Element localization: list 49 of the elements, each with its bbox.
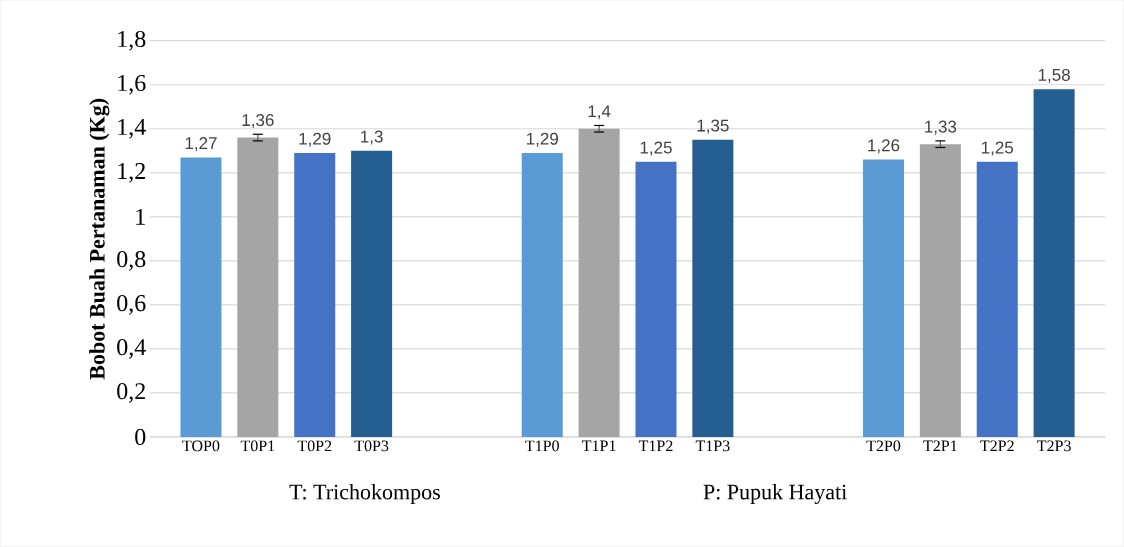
x-tick-label: T2P1 — [923, 440, 957, 452]
y-tick-label: 0,8 — [117, 251, 146, 271]
bar — [521, 153, 563, 438]
y-tick-label: 1,4 — [118, 119, 146, 139]
data-label: 1,35 — [697, 119, 729, 134]
bar — [351, 150, 393, 438]
y-tick-label: 0,4 — [117, 339, 146, 359]
x-tick-label: T0P1 — [240, 440, 275, 452]
data-label: 1,58 — [1038, 69, 1070, 84]
data-label: 1,25 — [640, 141, 672, 156]
data-label: 1,36 — [242, 114, 274, 129]
y-tick-label: 0,2 — [117, 383, 145, 403]
bar — [692, 139, 734, 438]
data-label: 1,27 — [185, 137, 217, 152]
data-label: 1,3 — [361, 130, 383, 145]
x-tick-label: TOP0 — [182, 440, 220, 452]
x-tick-label: T1P1 — [582, 440, 616, 452]
y-tick-label: 1,8 — [118, 31, 146, 51]
x-tick-label: T1P0 — [525, 440, 559, 452]
x-tick-label: T2P2 — [980, 440, 1014, 452]
bar — [862, 159, 904, 438]
y-tick-label: 0 — [135, 428, 146, 446]
y-tick-label: 0,6 — [117, 295, 146, 315]
y-axis-title: Bobot Buah Pertanaman (Kg) — [89, 99, 110, 380]
bar — [180, 157, 222, 438]
x-tick-label: T0P3 — [354, 440, 389, 452]
data-label: 1,26 — [868, 139, 900, 154]
bar — [976, 161, 1018, 438]
bar — [294, 153, 336, 438]
x-tick-label: T1P2 — [638, 440, 673, 452]
y-tick-label: 1,2 — [118, 163, 145, 183]
bar — [578, 128, 620, 438]
x-tick-label: T2P3 — [1037, 440, 1071, 452]
data-label: 1,25 — [981, 141, 1014, 156]
bar — [1033, 89, 1075, 438]
bar — [237, 137, 279, 438]
x-tick-label: T1P3 — [695, 440, 730, 452]
x-tick-label: T2P0 — [866, 440, 901, 452]
bar — [635, 161, 677, 438]
x-tick-label: T0P2 — [297, 440, 332, 452]
y-tick-label: 1,6 — [118, 75, 146, 95]
data-label: 1,33 — [925, 120, 957, 135]
text: T: Trichokompos — [289, 484, 440, 505]
text: P: Pupuk Hayati — [703, 484, 847, 505]
data-label: 1,29 — [526, 132, 558, 147]
data-label: 1,4 — [588, 105, 611, 120]
y-tick-label: 1 — [136, 209, 145, 225]
bar — [919, 144, 961, 438]
data-label: 1,29 — [299, 132, 331, 147]
